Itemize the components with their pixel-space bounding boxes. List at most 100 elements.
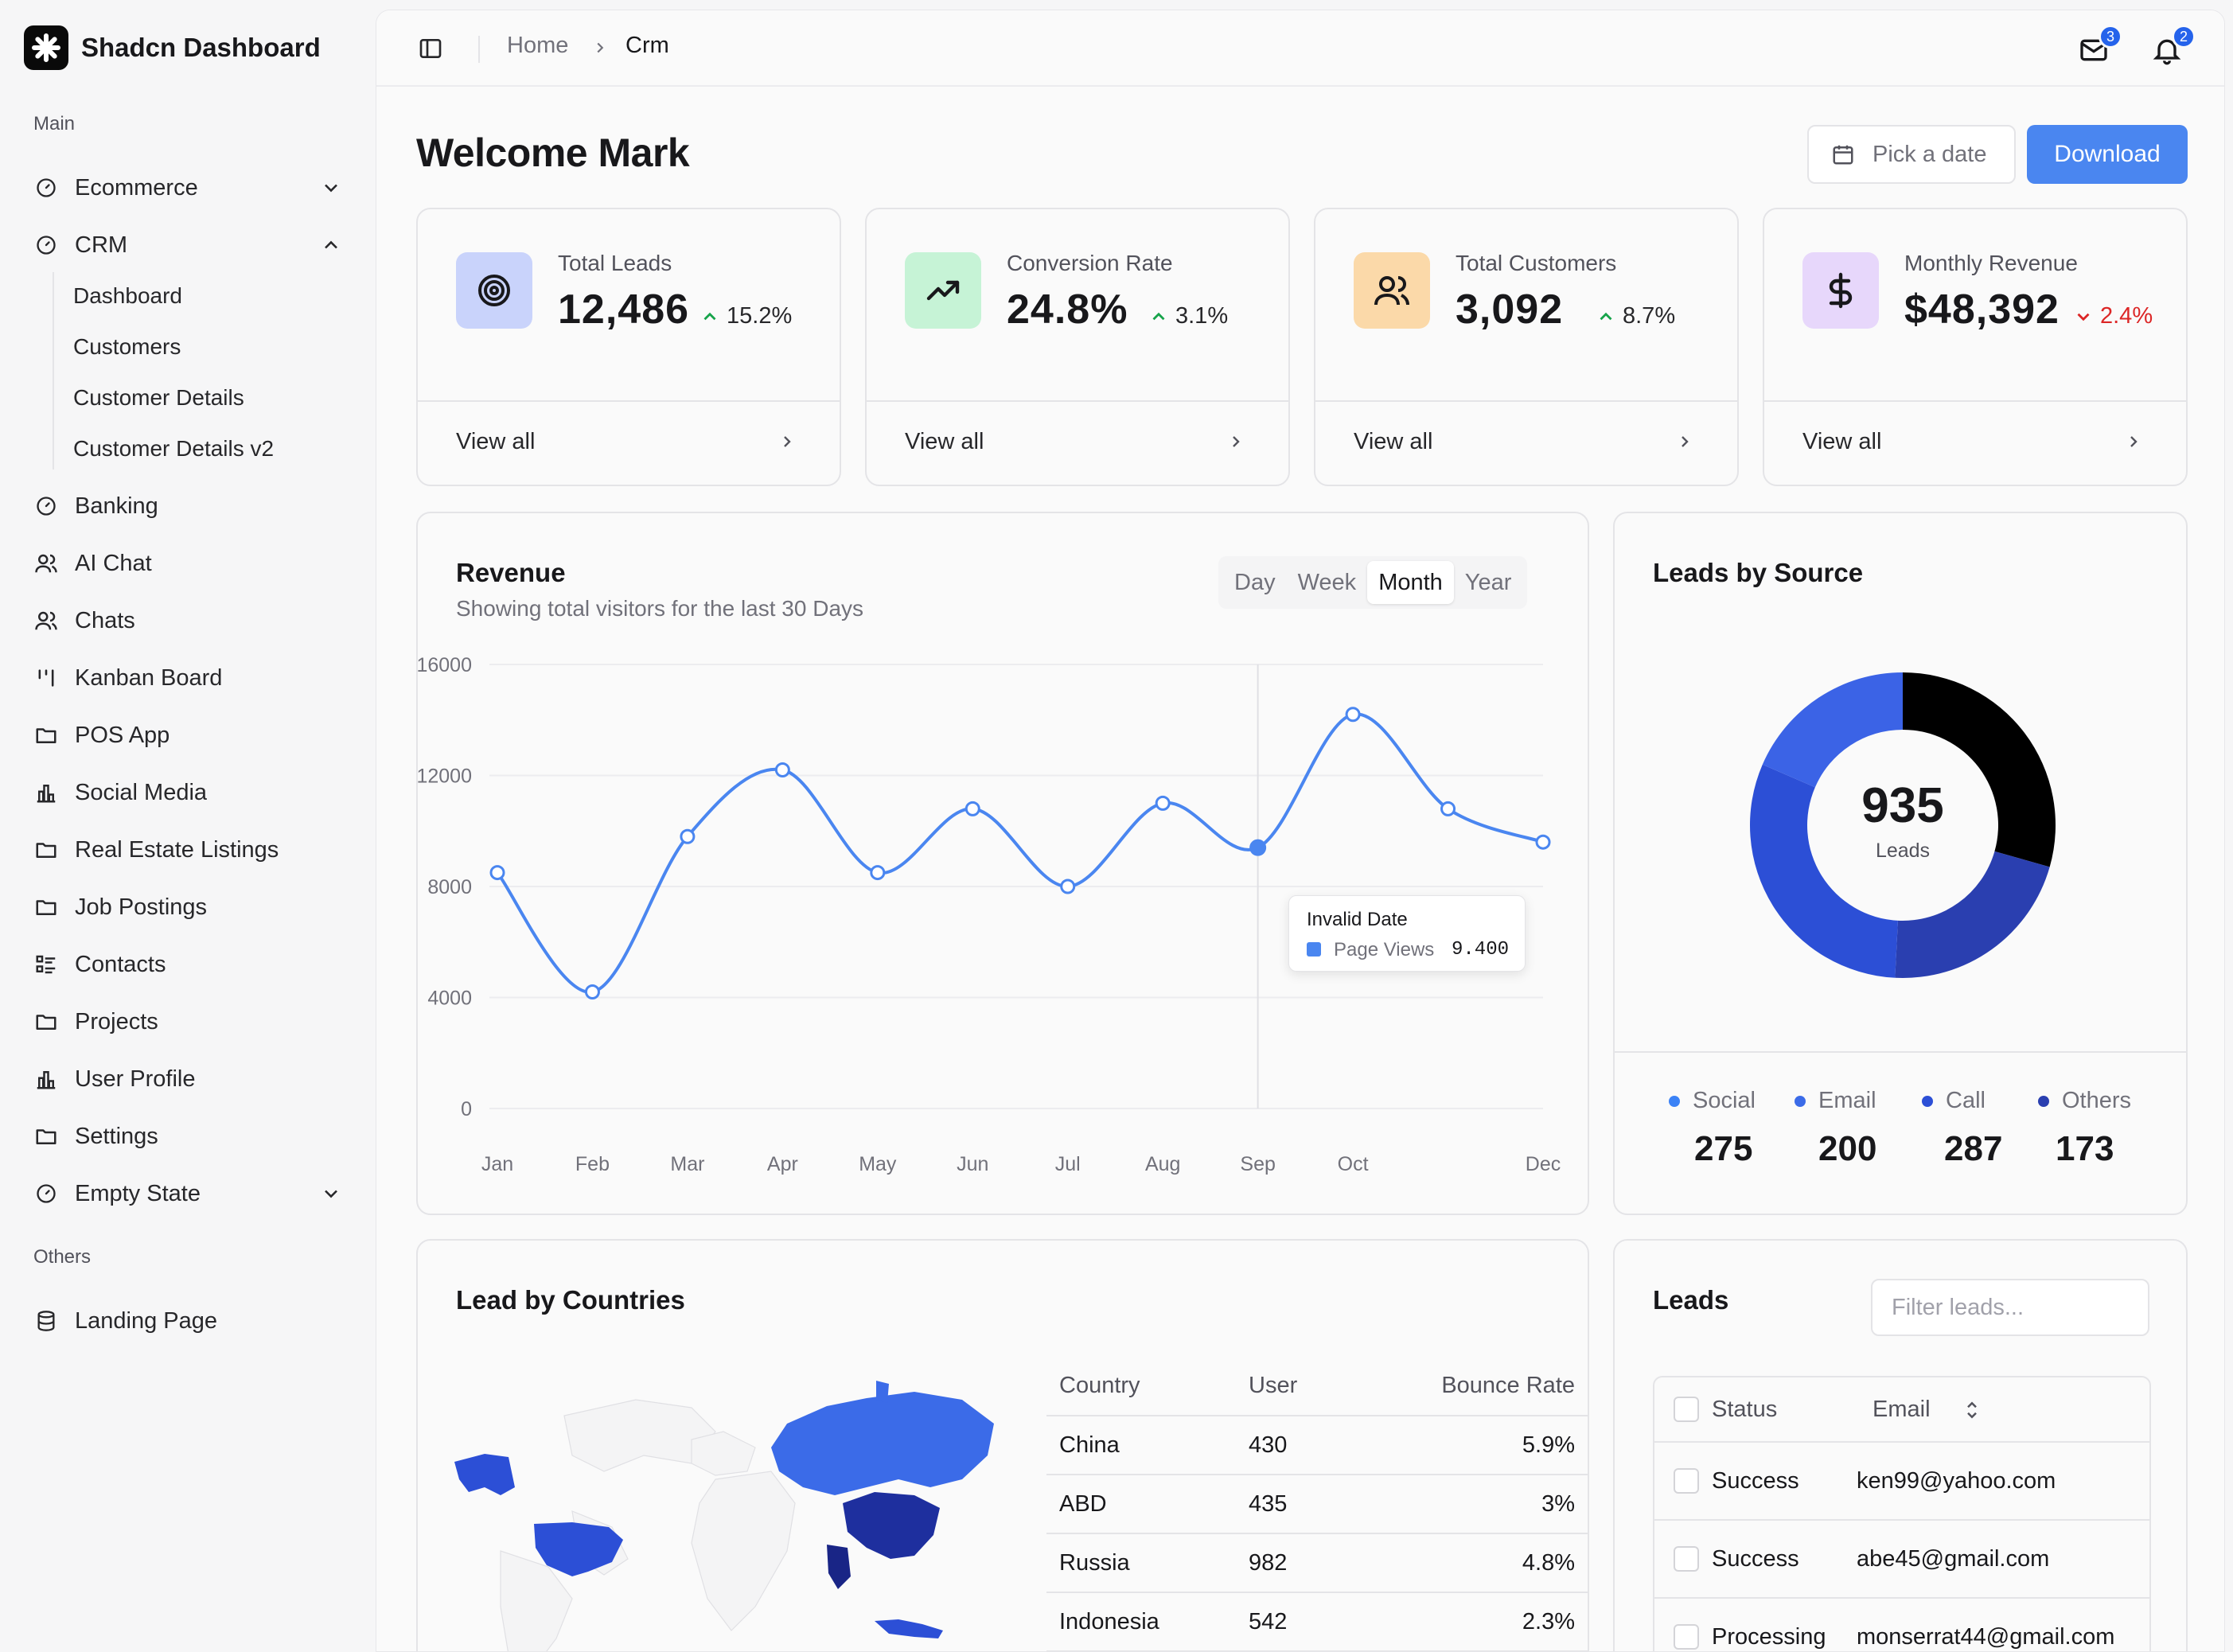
sidebar-item-social-media[interactable]: Social Media <box>22 769 350 816</box>
filter-leads-field[interactable] <box>1871 1279 2149 1336</box>
chevron-up-icon[interactable] <box>320 234 342 256</box>
sidebar-item-label: CRM <box>75 232 128 258</box>
trending-up-icon <box>905 252 981 329</box>
sidebar-item-real-estate-listings[interactable]: Real Estate Listings <box>22 826 350 874</box>
range-year-button[interactable]: Year <box>1464 569 1512 595</box>
sidebar-subitem-customer-details-v2[interactable]: Customer Details v2 <box>73 436 275 461</box>
tooltip-title: Invalid Date <box>1307 909 1408 930</box>
download-button[interactable]: Download <box>2027 125 2188 184</box>
cell-bounce: 3% <box>1347 1475 1588 1534</box>
sidebar-item-label: Empty State <box>75 1180 201 1206</box>
cell-user: 542 <box>1236 1592 1348 1651</box>
column-header-email[interactable]: Email <box>1873 1397 1931 1422</box>
sidebar-item-job-postings[interactable]: Job Postings <box>22 883 350 931</box>
cell-country: Indonesia <box>1046 1592 1237 1651</box>
view-all-link[interactable]: View all <box>1354 429 1433 454</box>
cell-email: monserrat44@gmail.com <box>1857 1624 2115 1650</box>
chevron-up-icon <box>1600 312 1612 320</box>
chevron-down-icon[interactable] <box>320 1183 342 1205</box>
x-tick-label: Dec <box>1526 1153 1561 1175</box>
cell-user: 430 <box>1236 1416 1348 1475</box>
column-header-status: Status <box>1712 1397 1778 1422</box>
row-checkbox[interactable] <box>1674 1624 1699 1650</box>
chevron-right-icon <box>1682 436 1689 447</box>
section-label-others: Others <box>33 1246 92 1268</box>
sidebar-item-landing-page[interactable]: Landing Page <box>22 1297 350 1345</box>
tooltip-value: 9.400 <box>1451 939 1509 960</box>
sidebar-item-contacts[interactable]: Contacts <box>22 941 350 988</box>
gauge-icon <box>33 493 59 519</box>
x-tick-label: Jul <box>1055 1153 1081 1175</box>
leads-by-source-card: Leads by Source 935 Leads Social Email C… <box>1613 512 2188 1215</box>
sidebar-item-chats[interactable]: Chats <box>22 597 350 645</box>
folder-icon <box>33 1009 59 1034</box>
notifications-button[interactable]: 2 <box>2145 25 2196 72</box>
sidebar-toggle-icon[interactable] <box>418 36 443 61</box>
sidebar-item-projects[interactable]: Projects <box>22 998 350 1046</box>
legend-dot <box>2038 1095 2049 1107</box>
data-point <box>1155 795 1171 811</box>
countries-table: Country User Bounce Rate China 430 5.9% AB… <box>1046 1357 1588 1651</box>
x-tick-label: Sep <box>1240 1153 1275 1175</box>
leads-donut-chart <box>1750 672 2056 978</box>
data-point <box>1249 839 1267 856</box>
range-week-button[interactable]: Week <box>1297 569 1357 595</box>
data-point <box>584 984 600 1000</box>
sidebar-item-user-profile[interactable]: User Profile <box>22 1055 350 1103</box>
kanban-icon <box>33 665 59 691</box>
data-point <box>489 865 505 881</box>
cell-email: abe45@gmail.com <box>1857 1546 2050 1572</box>
range-month-button[interactable]: Month <box>1367 561 1454 604</box>
sidebar-item-banking[interactable]: Banking <box>22 482 350 530</box>
brand[interactable]: Shadcn Dashboard <box>24 25 321 70</box>
chevron-down-icon[interactable] <box>320 177 342 199</box>
stat-footer[interactable]: View all <box>418 400 840 485</box>
sidebar-subitem-customer-details[interactable]: Customer Details <box>73 385 244 410</box>
map-region-alaska <box>454 1454 515 1495</box>
view-all-link[interactable]: View all <box>905 429 984 454</box>
y-tick-label: 4000 <box>427 988 472 1010</box>
sidebar-item-ecommerce[interactable]: Ecommerce <box>22 164 350 212</box>
sidebar-item-settings[interactable]: Settings <box>22 1112 350 1160</box>
sidebar-item-kanban-board[interactable]: Kanban Board <box>22 654 350 702</box>
breadcrumb-home[interactable]: Home <box>507 33 569 58</box>
stat-footer[interactable]: View all <box>1764 400 2186 485</box>
sidebar-item-empty-state[interactable]: Empty State <box>22 1170 350 1218</box>
sort-icon[interactable] <box>1960 1398 1984 1422</box>
chevron-right-icon <box>784 436 791 447</box>
table-row: China 430 5.9% <box>1046 1416 1588 1475</box>
cell-country: Russia <box>1046 1533 1237 1593</box>
sidebar-item-crm[interactable]: CRM <box>22 221 350 269</box>
users-icon <box>33 551 59 576</box>
cell-status: Success <box>1712 1468 1799 1494</box>
select-all-checkbox[interactable] <box>1674 1397 1699 1422</box>
sidebar-item-label: User Profile <box>75 1066 196 1092</box>
sidebar-item-ai-chat[interactable]: AI Chat <box>22 540 350 587</box>
sidebar-item-label: Ecommerce <box>75 174 198 201</box>
sidebar-item-label: Kanban Board <box>75 664 223 691</box>
stat-footer[interactable]: View all <box>1315 400 1737 485</box>
sidebar-subitem-customers[interactable]: Customers <box>73 334 181 359</box>
sidebar-item-label: Projects <box>75 1008 158 1034</box>
view-all-link[interactable]: View all <box>1802 429 1882 454</box>
view-all-link[interactable]: View all <box>456 429 536 454</box>
legend-value-others: 173 <box>2056 1129 2114 1168</box>
x-tick-label: Jan <box>481 1153 513 1175</box>
date-picker-button[interactable]: Pick a date <box>1807 125 2016 184</box>
row-checkbox[interactable] <box>1674 1468 1699 1494</box>
sidebar-subitem-dashboard[interactable]: Dashboard <box>73 283 182 308</box>
stat-footer[interactable]: View all <box>867 400 1288 485</box>
range-toggle: Day Week Month Year <box>1218 556 1528 609</box>
x-tick-label: Feb <box>575 1153 610 1175</box>
range-day-button[interactable]: Day <box>1234 569 1276 595</box>
data-point <box>1060 879 1076 894</box>
mail-button[interactable]: 3 <box>2071 25 2122 72</box>
sidebar-item-label: AI Chat <box>75 550 152 576</box>
filter-leads-input[interactable] <box>1892 1294 2130 1321</box>
gauge-icon <box>33 1181 59 1206</box>
row-checkbox[interactable] <box>1674 1546 1699 1572</box>
sidebar-item-pos-app[interactable]: POS App <box>22 711 350 759</box>
stat-title: Total Customers <box>1456 251 1617 275</box>
legend-social: Social <box>1669 1088 1756 1114</box>
topbar-divider <box>478 36 480 63</box>
